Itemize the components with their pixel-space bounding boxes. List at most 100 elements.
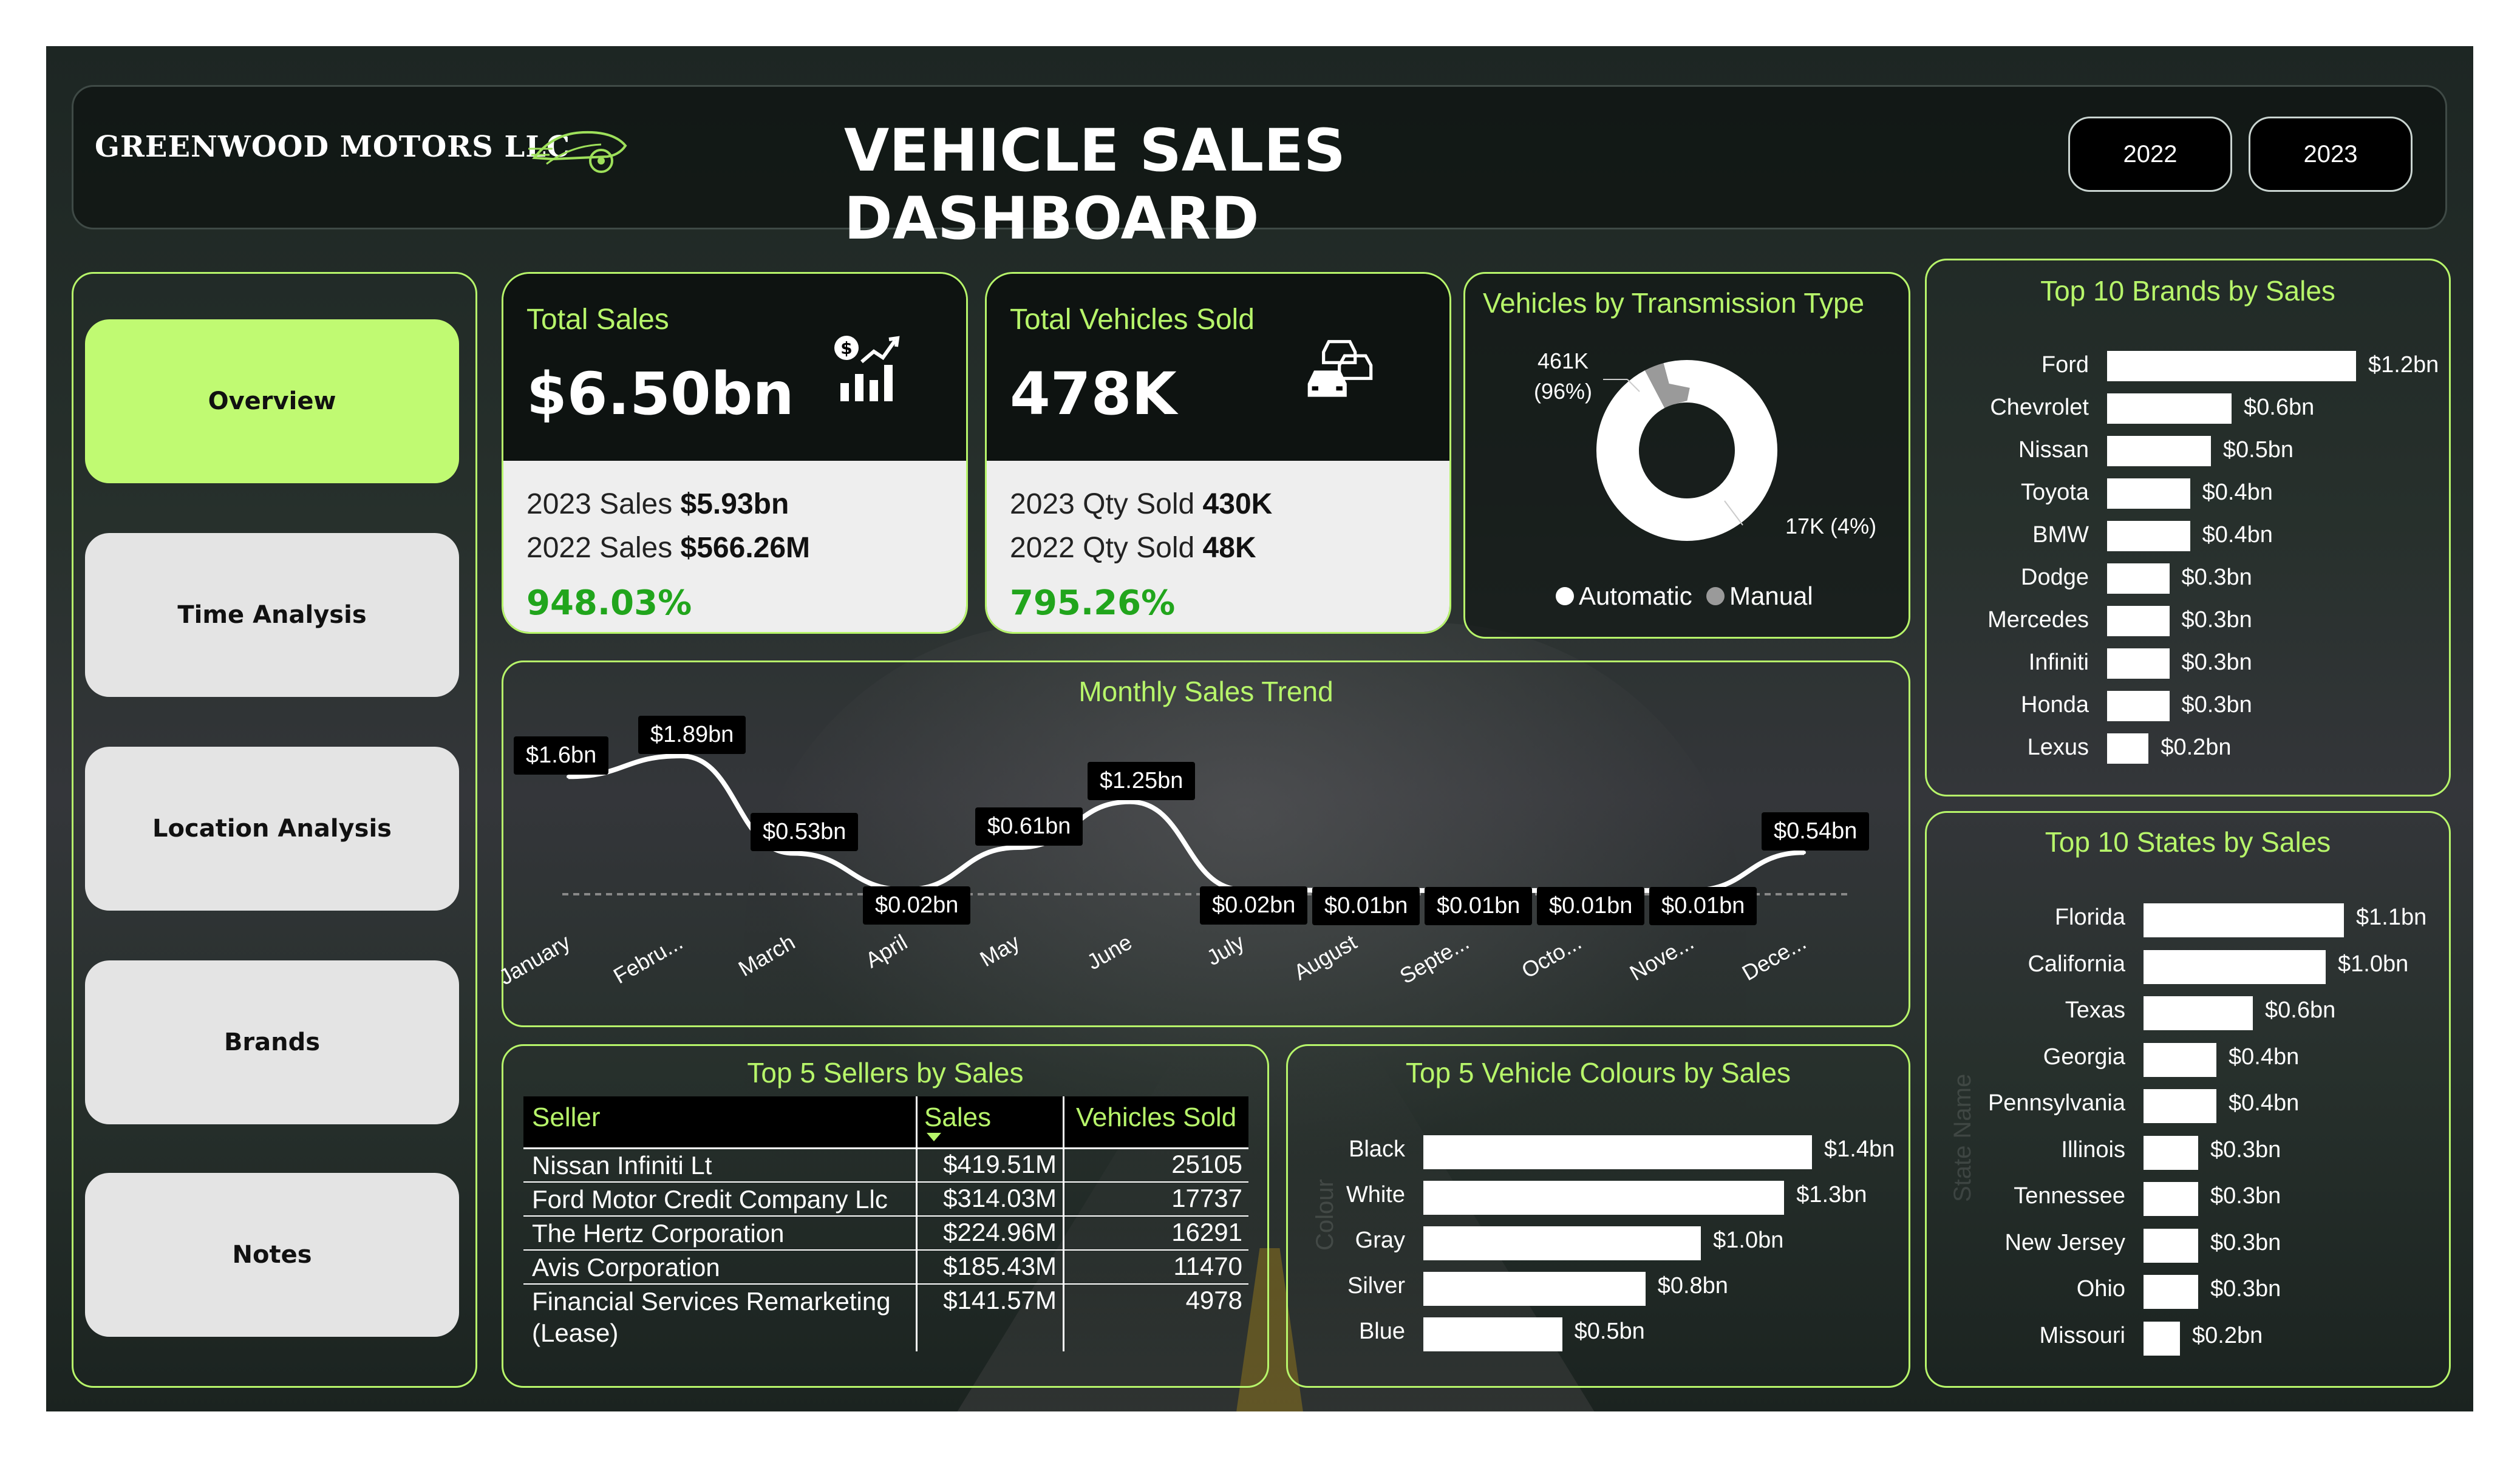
states-title: Top 10 States by Sales xyxy=(2045,826,2331,858)
state-value-label: $0.2bn xyxy=(2192,1322,2263,1348)
table-divider xyxy=(523,1147,1248,1149)
state-bar[interactable] xyxy=(2144,1182,2198,1216)
seller-name-cell: Nissan Infiniti Lt xyxy=(532,1151,712,1180)
brand-category-label: Chevrolet xyxy=(1990,395,2089,420)
sellers-title: Top 5 Sellers by Sales xyxy=(747,1057,1024,1089)
legend-automatic[interactable]: Automatic xyxy=(1556,582,1692,611)
brand-category-label: Honda xyxy=(2021,692,2089,718)
total-vehicles-label: Total Vehicles Sold xyxy=(1010,304,1255,336)
automatic-qty: 461K xyxy=(1537,348,1589,373)
manual-leader-line xyxy=(1724,500,1743,526)
colour-bar[interactable] xyxy=(1423,1317,1562,1351)
seller-sales-cell: $141.57M xyxy=(943,1286,1057,1314)
brand-bar[interactable] xyxy=(2107,436,2211,466)
brand-bar[interactable] xyxy=(2107,648,2170,679)
brand-category-label: Toyota xyxy=(2021,480,2089,505)
brand-bar[interactable] xyxy=(2107,733,2149,764)
donut-slice-manual xyxy=(1596,360,1777,541)
brand-bar[interactable] xyxy=(2107,606,2170,636)
sellers-panel xyxy=(502,1044,1269,1388)
trend-point xyxy=(1016,846,1020,850)
brand-bar[interactable] xyxy=(2107,351,2356,381)
colour-bar[interactable] xyxy=(1423,1135,1812,1169)
state-bar[interactable] xyxy=(2144,1135,2198,1170)
seller-vehicles-cell: 25105 xyxy=(1171,1150,1242,1178)
sales-2022-line: 2022 Sales $566.26M xyxy=(526,532,811,564)
brand-value-label: $0.3bn xyxy=(2181,565,2252,590)
colour-value-label: $0.5bn xyxy=(1574,1319,1645,1344)
total-sales-value: $6.50bn xyxy=(526,360,794,428)
state-category-label: Illinois xyxy=(2061,1136,2125,1163)
trend-data-label: $1.25bn xyxy=(1088,761,1196,800)
brand-bar[interactable] xyxy=(2107,563,2170,594)
colour-bar[interactable] xyxy=(1423,1181,1785,1215)
brand-value-label: $0.2bn xyxy=(2161,735,2232,760)
brand-value-label: $0.4bn xyxy=(2202,522,2273,548)
monthly-trend-panel xyxy=(502,661,1910,1027)
seller-sales-cell: $419.51M xyxy=(943,1150,1057,1178)
trend-data-label: $0.54bn xyxy=(1762,812,1870,851)
brand-category-label: BMW xyxy=(2032,522,2089,548)
state-value-label: $0.6bn xyxy=(2265,997,2336,1023)
trend-data-label: $0.01bn xyxy=(1425,886,1533,925)
nav-notes-button[interactable]: Notes xyxy=(85,1173,459,1337)
state-bar[interactable] xyxy=(2144,1089,2216,1123)
state-value-label: $1.0bn xyxy=(2338,951,2409,977)
brand-bar[interactable] xyxy=(2107,393,2232,424)
state-value-label: $1.1bn xyxy=(2356,905,2427,930)
qty-growth-percent: 795.26% xyxy=(1010,583,1176,623)
colour-bar[interactable] xyxy=(1423,1272,1646,1306)
nav-brands-button[interactable]: Brands xyxy=(85,960,459,1124)
colour-bar[interactable] xyxy=(1423,1226,1701,1260)
state-bar[interactable] xyxy=(2144,996,2253,1030)
year-2022-button[interactable]: 2022 xyxy=(2068,117,2232,192)
state-bar[interactable] xyxy=(2144,949,2326,984)
car-logo-icon xyxy=(528,131,627,173)
colour-category-label: Black xyxy=(1349,1136,1405,1162)
row-divider xyxy=(523,1249,1248,1251)
state-bar[interactable] xyxy=(2144,1042,2216,1077)
nav-location-analysis-button[interactable]: Location Analysis xyxy=(85,747,459,911)
column-sales[interactable]: Sales xyxy=(924,1102,992,1132)
colour-category-label: Gray xyxy=(1355,1228,1405,1253)
trend-data-label: $0.01bn xyxy=(1537,886,1645,925)
legend-manual[interactable]: Manual xyxy=(1706,582,1813,611)
trend-point xyxy=(1802,851,1806,855)
trend-data-label: $1.89bn xyxy=(638,716,746,755)
sort-desc-icon xyxy=(927,1133,941,1141)
total-sales-card: Total Sales $6.50bn $ 2023 Sales $5.93bn… xyxy=(502,272,968,634)
brand-bar[interactable] xyxy=(2107,691,2170,721)
colour-category-label: Silver xyxy=(1347,1273,1405,1299)
seller-name-cell: Financial Services Remarketing (Lease) xyxy=(532,1287,891,1347)
state-bar[interactable] xyxy=(2144,1275,2198,1309)
row-divider xyxy=(523,1181,1248,1183)
sales-growth-percent: 948.03% xyxy=(526,583,692,623)
state-bar[interactable] xyxy=(2144,903,2344,937)
brand-value-label: $0.3bn xyxy=(2181,650,2252,675)
year-2023-button[interactable]: 2023 xyxy=(2249,117,2413,192)
svg-text:$: $ xyxy=(840,338,852,358)
state-category-label: New Jersey xyxy=(2004,1229,2126,1255)
colour-category-label: Blue xyxy=(1358,1319,1405,1344)
seller-vehicles-cell: 11470 xyxy=(1173,1252,1242,1280)
state-bar[interactable] xyxy=(2144,1321,2180,1356)
state-value-label: $0.4bn xyxy=(2229,1044,2300,1070)
donut-slice-automatic xyxy=(1596,360,1777,541)
state-value-label: $0.3bn xyxy=(2210,1276,2281,1302)
trend-data-label: $1.6bn xyxy=(514,736,609,775)
state-category-label: California xyxy=(2028,951,2125,977)
colour-category-label: White xyxy=(1346,1182,1405,1207)
trend-data-label: $0.02bn xyxy=(1200,886,1308,925)
nav-time-analysis-button[interactable]: Time Analysis xyxy=(85,533,459,697)
colour-value-label: $0.8bn xyxy=(1657,1273,1728,1299)
column-seller[interactable]: Seller xyxy=(532,1102,601,1132)
state-bar[interactable] xyxy=(2144,1228,2198,1263)
trend-data-label: $0.02bn xyxy=(863,886,971,925)
brand-bar[interactable] xyxy=(2107,521,2190,551)
state-category-label: Georgia xyxy=(2043,1044,2125,1070)
brand-bar[interactable] xyxy=(2107,478,2190,509)
nav-overview-button[interactable]: Overview xyxy=(85,319,459,483)
monthly-trend-title: Monthly Sales Trend xyxy=(1078,676,1333,707)
column-vehicles-sold[interactable]: Vehicles Sold xyxy=(1076,1102,1237,1132)
brand-category-label: Nissan xyxy=(2018,437,2089,463)
